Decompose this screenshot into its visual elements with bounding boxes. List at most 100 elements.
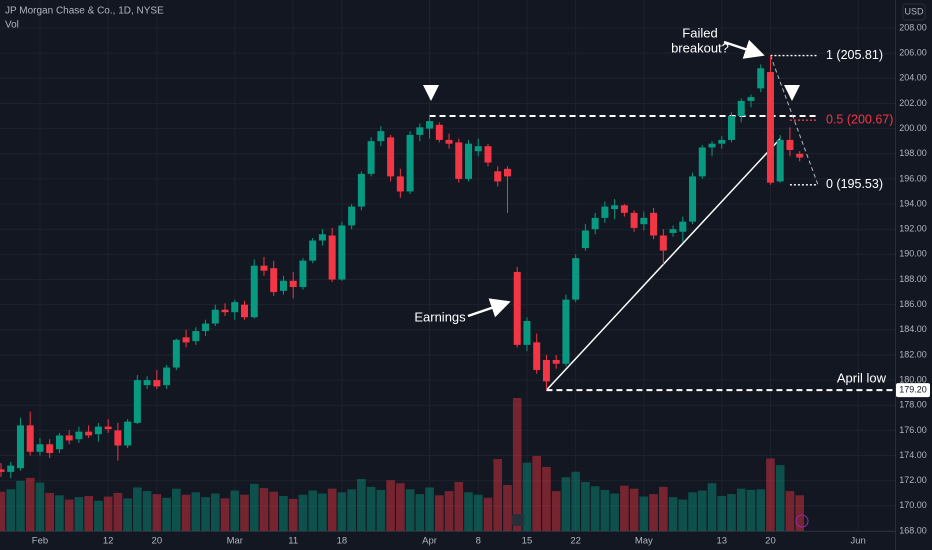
volume-bar xyxy=(347,489,356,531)
x-tick-label: Apr xyxy=(422,536,437,547)
volume-bar xyxy=(396,483,405,531)
annotation: Earnings xyxy=(414,309,466,324)
candle-body xyxy=(718,139,726,144)
volume-bar xyxy=(269,491,279,531)
volume-bar xyxy=(172,488,181,531)
candle-body xyxy=(124,421,132,446)
volume-bar xyxy=(629,488,639,531)
volume-bar xyxy=(123,498,132,531)
candle-body xyxy=(192,331,200,342)
volume-bar xyxy=(366,486,376,531)
volume-bar xyxy=(6,489,16,531)
volume-bar xyxy=(94,500,103,531)
candle-body xyxy=(289,280,297,288)
volume-bar xyxy=(16,480,25,531)
volume-bar xyxy=(542,466,551,531)
candle-body xyxy=(474,146,482,152)
volume-bar xyxy=(133,487,142,531)
volume-bar xyxy=(357,479,366,531)
candle-body xyxy=(396,176,404,192)
y-tick-label: 202.00 xyxy=(899,98,927,108)
fib-label: 0.5 (200.67) xyxy=(826,112,893,126)
annotation: Failed xyxy=(682,25,717,40)
candle-body xyxy=(270,268,278,293)
volume-bar xyxy=(590,486,600,531)
volume-bar xyxy=(639,496,649,531)
volume-bar xyxy=(444,491,454,531)
volume-bar xyxy=(376,489,386,531)
volume-bar xyxy=(473,494,483,531)
price-tag-label: 179.20 xyxy=(899,385,927,395)
volume-bar xyxy=(142,491,152,531)
candle-body xyxy=(435,124,443,140)
candle-body xyxy=(377,131,385,142)
volume-bar xyxy=(162,497,171,531)
earnings-icon[interactable] xyxy=(512,514,524,526)
volume-bar xyxy=(74,497,84,531)
volume-bar xyxy=(581,482,590,531)
annotation-arrow xyxy=(723,39,765,59)
y-tick-label: 180.00 xyxy=(899,374,927,384)
fib-label: 0 (195.53) xyxy=(826,177,883,191)
volume-bar xyxy=(298,494,308,531)
volume-bar xyxy=(25,477,35,531)
candle-body xyxy=(7,465,15,472)
candle-body xyxy=(494,171,502,182)
volume-bar xyxy=(45,492,54,531)
volume-bar xyxy=(201,497,210,531)
event-icon[interactable] xyxy=(795,514,809,528)
drawings: April low 1 (205.81) 0.5 (200.67) 0 (195.53… xyxy=(429,48,895,392)
volume-bar xyxy=(746,489,756,531)
volume-bar xyxy=(766,458,775,531)
candle-body xyxy=(611,205,619,210)
candle-body xyxy=(241,304,248,318)
candle-body xyxy=(640,217,648,225)
candle-body xyxy=(513,271,521,345)
volume-bar xyxy=(230,490,240,531)
volume-bar xyxy=(551,491,561,531)
y-tick-label: 198.00 xyxy=(899,148,927,158)
candle-body xyxy=(85,431,93,436)
candle-body xyxy=(601,206,609,218)
support-label: April low xyxy=(837,371,887,386)
x-tick-label: 12 xyxy=(103,536,114,547)
candle-body xyxy=(299,260,307,288)
x-tick-label: 18 xyxy=(337,536,348,547)
candle-body xyxy=(533,342,541,371)
volume-bar xyxy=(308,490,317,531)
x-tick-label: Jun xyxy=(850,536,865,547)
candle-body xyxy=(114,430,122,446)
volume-bar xyxy=(717,495,727,531)
candle-body xyxy=(776,139,784,182)
x-tick-label: Feb xyxy=(32,536,48,547)
volume-bar xyxy=(493,459,503,531)
volume-bar xyxy=(522,462,532,531)
y-tick-label: 190.00 xyxy=(899,249,927,259)
volume-bar xyxy=(571,471,580,531)
currency: USD xyxy=(904,6,924,16)
candle-body xyxy=(679,221,687,232)
y-tick-label: 186.00 xyxy=(899,299,927,309)
candle-body xyxy=(104,426,112,430)
candle-body xyxy=(338,225,346,280)
candle-body xyxy=(572,258,580,300)
volume-bar xyxy=(386,480,395,531)
candle-body xyxy=(630,212,638,228)
candle-body xyxy=(406,134,414,192)
volume-bar xyxy=(55,495,64,531)
y-tick-label: 204.00 xyxy=(899,73,927,83)
volume-bar xyxy=(678,499,688,531)
volume-label: Vol xyxy=(5,20,19,31)
volume-bar xyxy=(279,495,288,531)
candle-body xyxy=(728,116,735,140)
candle-body xyxy=(708,143,716,148)
x-tick-label: 11 xyxy=(288,536,298,547)
volume-bar xyxy=(532,456,541,531)
candle-body xyxy=(757,68,765,89)
x-tick-label: May xyxy=(635,536,653,547)
volume-bar xyxy=(610,493,619,531)
currency-badge[interactable] xyxy=(902,3,926,21)
candle-body xyxy=(766,72,774,183)
annotation: breakout? xyxy=(671,40,729,55)
candle-body xyxy=(182,337,190,343)
